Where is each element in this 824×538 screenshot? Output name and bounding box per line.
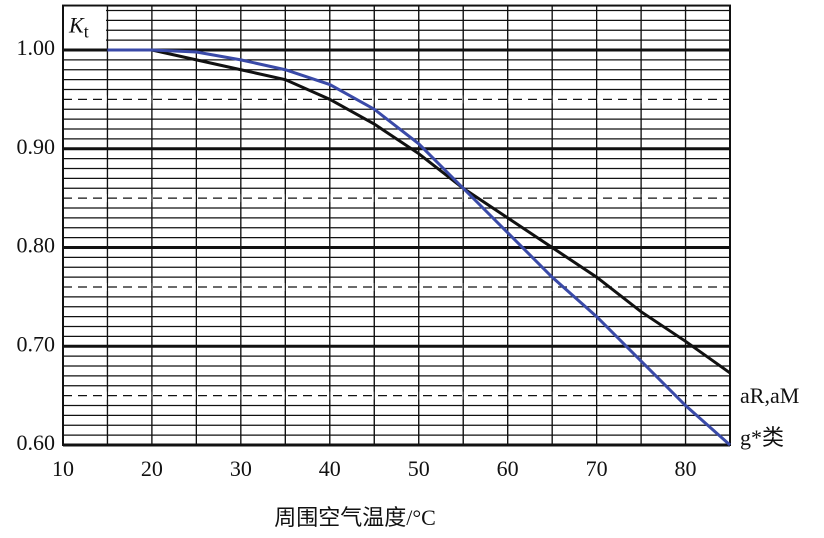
x-tick-label: 20 bbox=[141, 456, 163, 481]
x-tick-label: 30 bbox=[230, 456, 252, 481]
x-tick-label: 70 bbox=[586, 456, 608, 481]
x-tick-label: 40 bbox=[319, 456, 341, 481]
legend-label: aR,aM bbox=[740, 383, 799, 408]
y-tick-label: 0.70 bbox=[17, 331, 56, 356]
x-tick-label: 60 bbox=[497, 456, 519, 481]
frame bbox=[62, 4, 731, 446]
y-axis-subscript: t bbox=[84, 22, 89, 42]
y-axis-symbol: K bbox=[68, 13, 85, 38]
y-label-box bbox=[64, 6, 106, 45]
y-tick-label: 0.80 bbox=[17, 233, 56, 258]
y-tick-label: 1.00 bbox=[17, 35, 56, 60]
x-tick-label: 50 bbox=[408, 456, 430, 481]
series-line bbox=[107, 48, 731, 375]
y-tick-label: 0.90 bbox=[17, 134, 56, 159]
legend-label: g*类 bbox=[740, 425, 784, 450]
series-line bbox=[107, 48, 731, 447]
y-tick-label: 0.60 bbox=[17, 430, 56, 455]
x-axis-title: 周围空气温度/°C bbox=[274, 505, 436, 530]
x-tick-label: 10 bbox=[52, 456, 74, 481]
x-tick-label: 80 bbox=[675, 456, 697, 481]
y-axis-title: Kt bbox=[68, 13, 89, 42]
